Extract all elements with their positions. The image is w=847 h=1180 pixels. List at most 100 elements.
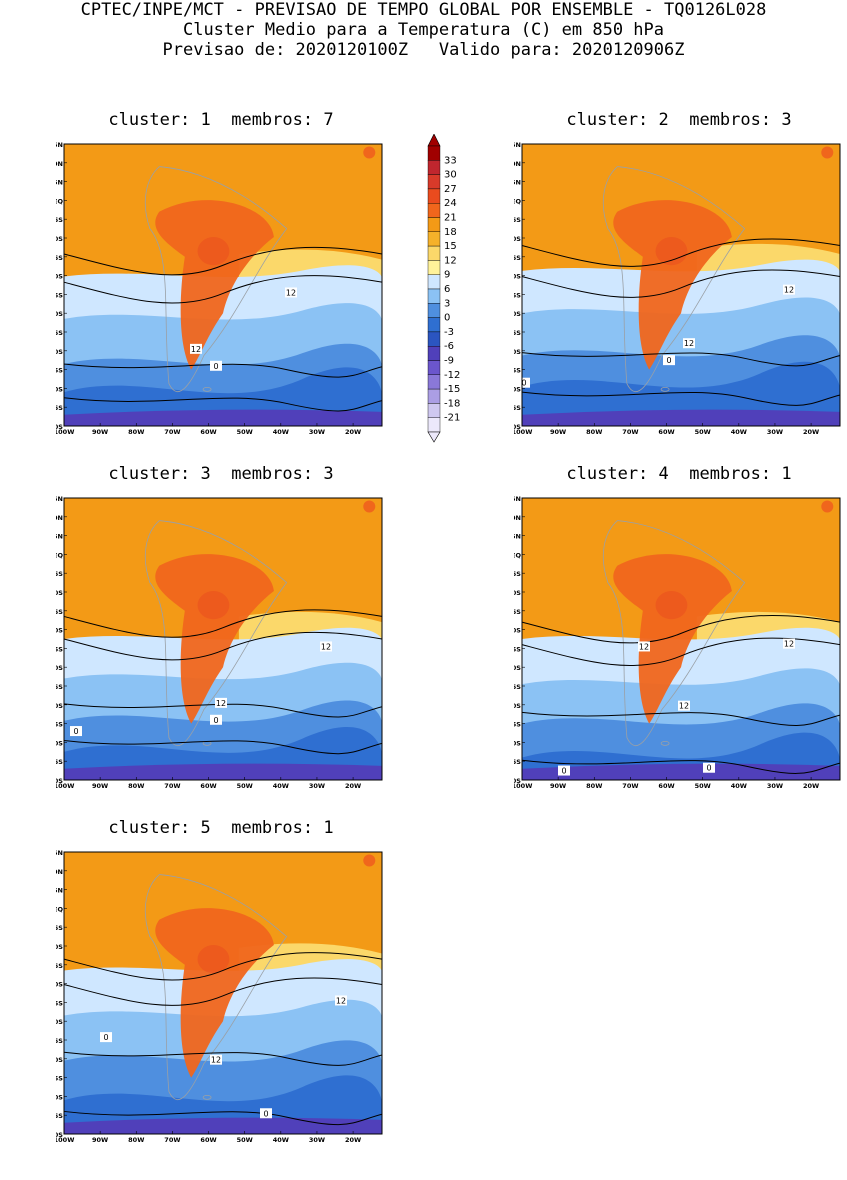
lon-label: 100W [56, 428, 74, 436]
lat-label: 35S [56, 329, 63, 337]
panel-title: cluster: 1 membros: 7 [108, 110, 334, 130]
warm-max [655, 237, 688, 266]
colorbar-label: 21 [444, 213, 457, 224]
colorbar-swatch [427, 388, 441, 404]
warm-spot [363, 854, 376, 867]
colorbar-swatch [427, 274, 441, 290]
contour-label-box [210, 714, 222, 725]
lat-label: 15S [56, 254, 63, 262]
colorbar-label: -3 [444, 327, 454, 338]
colorbar-swatch [427, 145, 441, 161]
lat-label: 5N [56, 533, 63, 541]
continent-warm-core [613, 200, 732, 370]
contour-label: 12 [639, 642, 649, 651]
lon-label: 80W [128, 428, 144, 436]
lon-label: 70W [622, 428, 638, 436]
field-southern-edge [522, 409, 840, 426]
lat-label: EQ [56, 197, 63, 205]
colorbar-label: 18 [444, 227, 457, 238]
contour-label-box [783, 284, 795, 295]
lat-label: 10S [514, 589, 521, 597]
coastline [144, 166, 288, 392]
islands-outline [202, 386, 212, 392]
lat-label: 35S [56, 683, 63, 691]
lon-label: 20W [803, 428, 819, 436]
colorbar-swatch [427, 417, 441, 433]
lon-label: 40W [273, 428, 289, 436]
contour-label-box [260, 1108, 272, 1119]
warm-max [655, 591, 688, 620]
coastline [602, 166, 746, 392]
map-panel-cluster-1: cluster: 1 membros: 7 1212015N10N5NEQ5S1… [56, 110, 386, 472]
lon-label: 40W [273, 1136, 289, 1144]
colorbar-swatch [427, 360, 441, 376]
contour-label-box [678, 700, 690, 711]
lon-label: 30W [309, 782, 325, 790]
lon-label: 100W [56, 782, 74, 790]
contour-label-box [703, 762, 715, 773]
lat-label: 45S [56, 1075, 63, 1083]
lat-label: 10S [514, 235, 521, 243]
temperature-map: 12 12 12 0 0 15N 10N 5N EQ 5S 10S 15S 20S 25S 30S 35S 40… [514, 495, 841, 790]
lon-label: 30W [767, 428, 783, 436]
contour-label-box [663, 355, 675, 366]
lon-label: 100W [514, 782, 532, 790]
panel-title: cluster: 4 membros: 1 [566, 464, 792, 484]
contour-label-box [783, 638, 795, 649]
colorbar-swatch [427, 245, 441, 261]
lat-label: 15N [514, 141, 521, 149]
colorbar-swatch [427, 345, 441, 361]
lat-label: 35S [514, 683, 521, 691]
lat-label: 25S [56, 291, 63, 299]
colorbar-label: 3 [444, 298, 450, 309]
lat-label: 20S [56, 981, 63, 989]
contour-label: 0 [213, 362, 218, 371]
colorbar-swatch [427, 317, 441, 333]
lat-label: 5N [56, 179, 63, 187]
contour-label: 0 [706, 764, 711, 773]
lon-label: 30W [767, 782, 783, 790]
colorbar-swatch [427, 188, 441, 204]
lat-label: 30S [56, 1018, 63, 1026]
lat-label: 20S [514, 273, 521, 281]
contour-label: 12 [784, 640, 794, 649]
lon-label: 80W [128, 782, 144, 790]
colorbar-top-arrow [427, 134, 441, 147]
map-frame [521, 143, 841, 427]
contour-label: 12 [679, 702, 689, 711]
lon-label: 90W [92, 428, 108, 436]
lat-label: 10N [514, 160, 521, 168]
contour-label-box [320, 641, 332, 652]
contour-line-12 [521, 269, 841, 298]
contour-line-0 [521, 759, 841, 774]
lat-label: 5N [56, 887, 63, 895]
colorbar-swatch [427, 217, 441, 233]
lon-label: 40W [731, 428, 747, 436]
header-line-2: Cluster Medio para a Temperatura (C) em … [182, 20, 665, 40]
colorbar-bottom-arrow [427, 431, 441, 443]
lon-label: 50W [237, 428, 253, 436]
colorbar-label: -6 [444, 341, 454, 352]
lat-label: EQ [514, 197, 521, 205]
contour-line-12 [63, 952, 383, 981]
colorbar-swatch [427, 231, 441, 247]
lat-label: 15S [514, 608, 521, 616]
contour-label: 12 [286, 288, 296, 297]
lat-label: 10N [56, 160, 63, 168]
contour-label: 12 [336, 996, 346, 1005]
header-line-1: CPTEC/INPE/MCT - PREVISAO DE TEMPO GLOBA… [80, 0, 767, 20]
lat-label: 60S [56, 777, 63, 785]
lat-label: 25S [514, 291, 521, 299]
contour-label-box [285, 287, 297, 298]
contour-line-12 [63, 246, 383, 276]
lat-label: 35S [514, 329, 521, 337]
lat-label: 45S [514, 367, 521, 375]
colorbar-label: 24 [444, 198, 457, 209]
contour-line-0 [63, 740, 383, 755]
lon-label: 100W [56, 1136, 74, 1144]
contour-line-0 [63, 363, 383, 378]
lat-label: EQ [56, 551, 63, 559]
lat-label: 25S [514, 645, 521, 653]
lat-label: 50S [514, 739, 521, 747]
